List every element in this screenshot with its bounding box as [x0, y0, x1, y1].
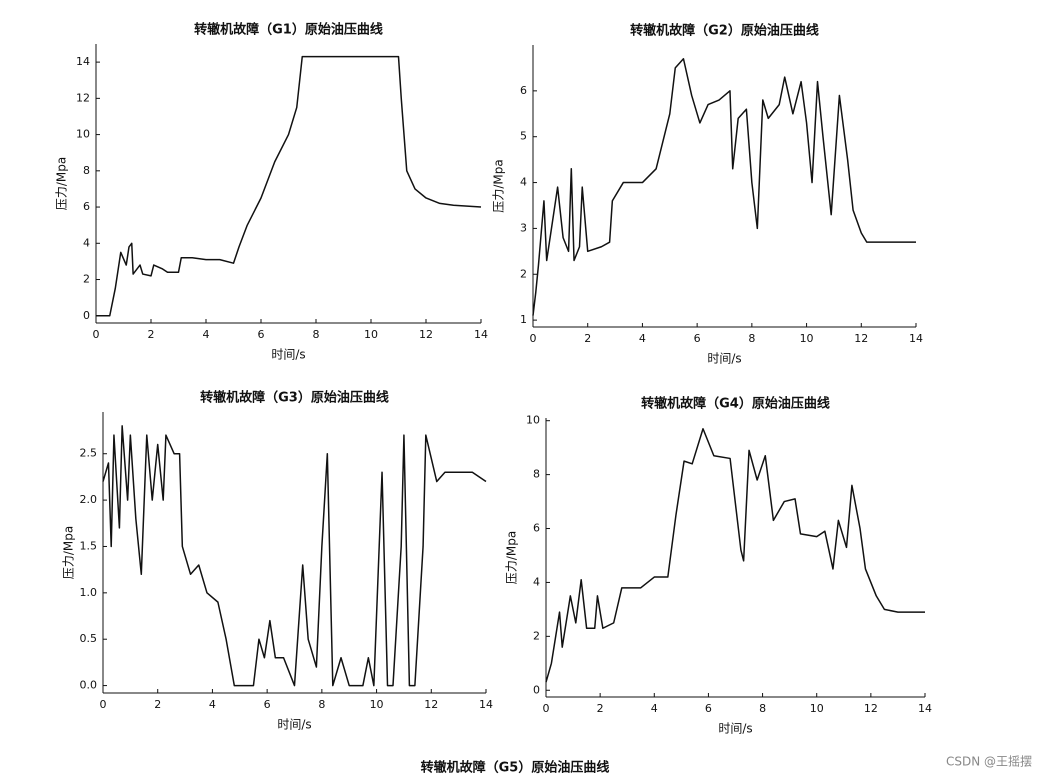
y-tick-label: 2.5: [80, 447, 98, 460]
x-tick-label: 10: [810, 702, 824, 715]
y-tick-label: 1: [520, 313, 527, 326]
chart-title: 转辙机故障（G3）原始油压曲线: [200, 390, 389, 406]
caption: 转辙机故障（G5）原始油压曲线: [421, 760, 610, 776]
y-axis-label: 压力/Mpa: [492, 159, 506, 212]
x-tick-label: 8: [318, 698, 325, 711]
x-tick-label: 6: [705, 702, 712, 715]
x-tick-label: 4: [639, 332, 646, 345]
pressure-line: [532, 58, 916, 316]
y-tick-label: 0: [83, 309, 90, 322]
x-tick-label: 12: [424, 698, 438, 711]
pressure-line: [96, 55, 482, 317]
pressure-line: [545, 428, 925, 683]
y-tick-label: 6: [520, 84, 527, 97]
x-tick-label: 4: [209, 698, 216, 711]
watermark: CSDN @王摇摆: [946, 755, 1032, 769]
x-tick-label: 2: [148, 328, 155, 341]
x-tick-label: 10: [364, 328, 378, 341]
x-tick-label: 6: [258, 328, 265, 341]
x-tick-label: 12: [419, 328, 433, 341]
y-tick-label: 2: [83, 273, 90, 286]
x-tick-label: 2: [597, 702, 604, 715]
x-tick-label: 14: [474, 328, 488, 341]
x-tick-label: 2: [154, 698, 161, 711]
x-tick-label: 8: [748, 332, 755, 345]
y-tick-label: 12: [76, 91, 90, 104]
y-tick-label: 8: [533, 468, 540, 481]
x-tick-label: 12: [864, 702, 878, 715]
y-tick-label: 2: [533, 629, 540, 642]
x-axis-label: 时间/s: [271, 348, 305, 362]
y-tick-label: 8: [83, 164, 90, 177]
x-tick-label: 10: [370, 698, 384, 711]
y-tick-label: 6: [533, 522, 540, 535]
x-tick-label: 4: [203, 328, 210, 341]
y-tick-label: 0.0: [80, 679, 98, 692]
y-tick-label: 1.5: [80, 539, 98, 552]
y-axis-label: 压力/Mpa: [55, 157, 69, 210]
y-tick-label: 4: [83, 236, 90, 249]
y-tick-label: 4: [520, 176, 527, 189]
y-axis-label: 压力/Mpa: [62, 526, 76, 579]
y-tick-label: 6: [83, 200, 90, 213]
pressure-line: [102, 425, 487, 687]
chart-title: 转辙机故障（G2）原始油压曲线: [630, 23, 819, 39]
x-tick-label: 0: [93, 328, 100, 341]
x-tick-label: 4: [651, 702, 658, 715]
x-axis-label: 时间/s: [718, 722, 752, 736]
y-axis-label: 压力/Mpa: [505, 531, 519, 584]
x-tick-label: 8: [759, 702, 766, 715]
y-tick-label: 0.5: [80, 632, 98, 645]
y-tick-label: 2.0: [80, 493, 98, 506]
x-tick-label: 10: [800, 332, 814, 345]
chart-title: 转辙机故障（G4）原始油压曲线: [641, 396, 830, 412]
y-tick-label: 2: [520, 267, 527, 280]
x-tick-label: 0: [530, 332, 537, 345]
x-tick-label: 0: [100, 698, 107, 711]
x-tick-label: 14: [918, 702, 932, 715]
x-tick-label: 14: [479, 698, 493, 711]
x-axis-label: 时间/s: [277, 718, 311, 732]
x-tick-label: 8: [313, 328, 320, 341]
x-tick-label: 14: [909, 332, 923, 345]
x-tick-label: 6: [694, 332, 701, 345]
y-tick-label: 0: [533, 683, 540, 696]
chart-title: 转辙机故障（G1）原始油压曲线: [194, 22, 383, 38]
y-tick-label: 4: [533, 575, 540, 588]
x-tick-label: 2: [584, 332, 591, 345]
y-tick-label: 10: [76, 128, 90, 141]
y-tick-label: 10: [526, 414, 540, 427]
y-tick-label: 3: [520, 221, 527, 234]
y-tick-label: 14: [76, 55, 90, 68]
x-tick-label: 6: [264, 698, 271, 711]
x-tick-label: 12: [854, 332, 868, 345]
x-axis-label: 时间/s: [707, 352, 741, 366]
y-tick-label: 5: [520, 130, 527, 143]
y-tick-label: 1.0: [80, 586, 98, 599]
x-tick-label: 0: [543, 702, 550, 715]
